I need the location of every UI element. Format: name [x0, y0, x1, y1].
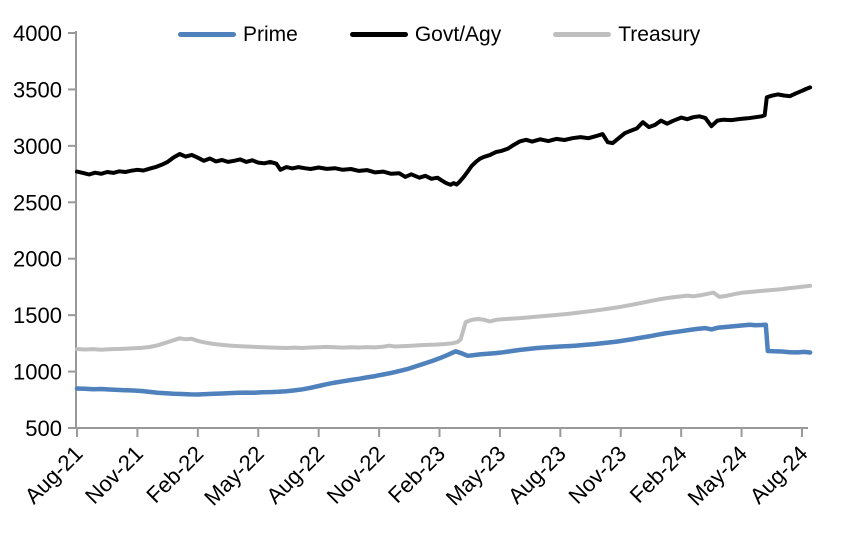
legend-label-govt-agy: Govt/Agy: [414, 23, 502, 46]
legend-item-govt-agy: Govt/Agy: [349, 23, 502, 46]
y-tick-label: 3000: [13, 134, 62, 159]
legend-label-treasury: Treasury: [618, 23, 701, 46]
series-line-govt-agy: [75, 85, 813, 187]
series-line-prime: [74, 322, 813, 397]
x-tick-label: May-22: [199, 441, 269, 511]
x-tick-label: Aug-21: [20, 441, 88, 509]
y-tick-label: 2000: [13, 247, 62, 272]
legend-swatch-prime-line: [178, 32, 236, 37]
y-tick-label: 500: [25, 416, 62, 441]
legend-item-treasury: Treasury: [553, 24, 700, 45]
chart-legend: Prime Govt/Agy Treasury: [178, 24, 700, 45]
x-tick-label: Feb-22: [141, 441, 208, 508]
y-tick-label: 4000: [13, 21, 62, 46]
legend-item-prime: Prime: [178, 24, 298, 45]
y-tick-label: 1000: [13, 360, 62, 385]
legend-swatch-treasury-line: [553, 32, 612, 37]
y-tick-label: 3500: [13, 77, 62, 102]
x-tick-label: Feb-23: [383, 441, 450, 508]
x-tick-label: Nov-22: [322, 441, 390, 509]
y-tick-label: 2500: [13, 190, 62, 215]
x-tick-label: May-23: [441, 441, 511, 511]
x-tick-label: Aug-23: [503, 441, 571, 509]
x-tick-label: Nov-21: [80, 441, 148, 509]
legend-swatch-govt-agy-line: [349, 32, 408, 37]
x-tick-label: May-24: [683, 441, 753, 511]
series-line-treasury: [75, 283, 813, 352]
x-tick-label: Aug-22: [261, 441, 329, 509]
x-tick-label: Aug-24: [745, 441, 813, 509]
legend-label-prime: Prime: [243, 23, 298, 46]
x-tick-label: Feb-24: [625, 441, 692, 508]
y-tick-label: 1500: [13, 303, 62, 328]
x-tick-label: Nov-23: [563, 441, 631, 509]
